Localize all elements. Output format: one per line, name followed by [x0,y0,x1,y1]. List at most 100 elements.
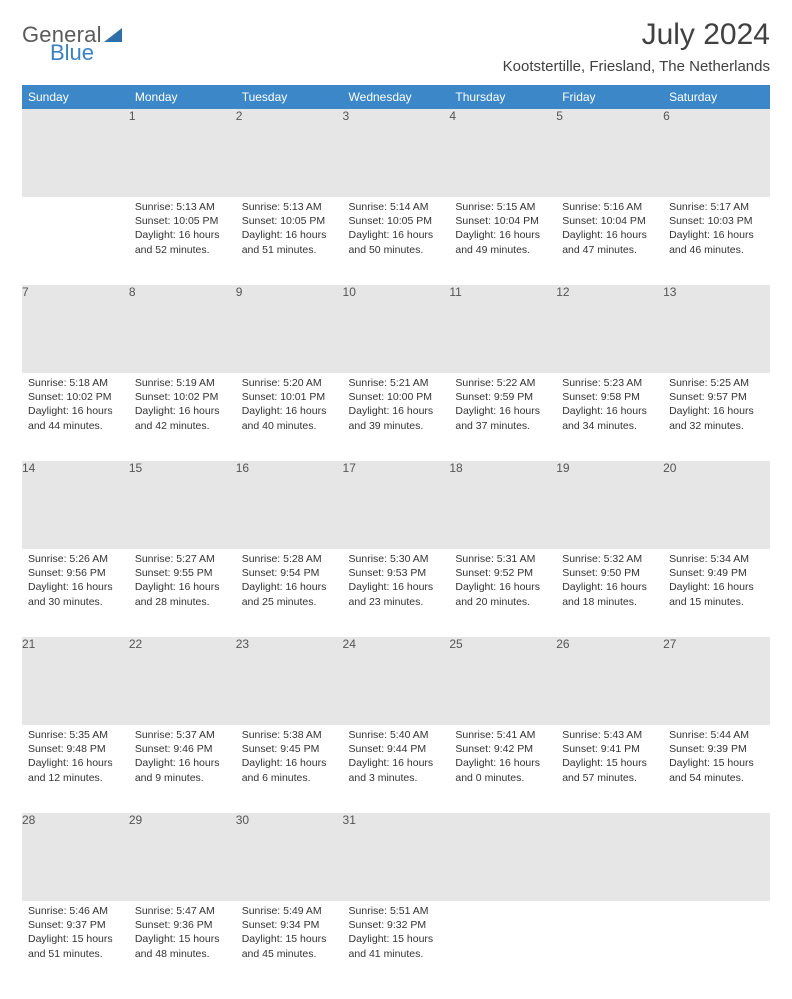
day-content-cell: Sunrise: 5:26 AMSunset: 9:56 PMDaylight:… [22,549,129,637]
sunrise-line: Sunrise: 5:15 AM [455,200,550,214]
daylight-line: Daylight: 16 hours and 44 minutes. [28,404,123,432]
daylight-line: Daylight: 16 hours and 12 minutes. [28,756,123,784]
sunset-line: Sunset: 9:37 PM [28,918,123,932]
day-content-cell: Sunrise: 5:22 AMSunset: 9:59 PMDaylight:… [449,373,556,461]
weekday-header: Tuesday [236,85,343,109]
sunrise-line: Sunrise: 5:22 AM [455,376,550,390]
day-content-cell: Sunrise: 5:16 AMSunset: 10:04 PMDaylight… [556,197,663,285]
day-details: Sunrise: 5:34 AMSunset: 9:49 PMDaylight:… [663,549,770,615]
day-details: Sunrise: 5:43 AMSunset: 9:41 PMDaylight:… [556,725,663,791]
day-details: Sunrise: 5:17 AMSunset: 10:03 PMDaylight… [663,197,770,263]
day-number-cell: 6 [663,109,770,197]
day-content-cell: Sunrise: 5:49 AMSunset: 9:34 PMDaylight:… [236,901,343,989]
sunrise-line: Sunrise: 5:17 AM [669,200,764,214]
day-number-cell: 3 [343,109,450,197]
daylight-line: Daylight: 15 hours and 41 minutes. [349,932,444,960]
day-number-cell: 11 [449,285,556,373]
daylight-line: Daylight: 16 hours and 28 minutes. [135,580,230,608]
day-number-cell: 1 [129,109,236,197]
day-details: Sunrise: 5:19 AMSunset: 10:02 PMDaylight… [129,373,236,439]
day-details: Sunrise: 5:25 AMSunset: 9:57 PMDaylight:… [663,373,770,439]
daylight-line: Daylight: 16 hours and 39 minutes. [349,404,444,432]
daylight-line: Daylight: 16 hours and 18 minutes. [562,580,657,608]
sunrise-line: Sunrise: 5:47 AM [135,904,230,918]
day-number-cell: 9 [236,285,343,373]
day-content-cell: Sunrise: 5:32 AMSunset: 9:50 PMDaylight:… [556,549,663,637]
day-content-cell [22,197,129,285]
sunset-line: Sunset: 10:03 PM [669,214,764,228]
day-details: Sunrise: 5:26 AMSunset: 9:56 PMDaylight:… [22,549,129,615]
day-number-cell [663,813,770,901]
weekday-header: Friday [556,85,663,109]
day-details: Sunrise: 5:13 AMSunset: 10:05 PMDaylight… [236,197,343,263]
day-number-row: 21222324252627 [22,637,770,725]
sunset-line: Sunset: 10:04 PM [562,214,657,228]
sunrise-line: Sunrise: 5:32 AM [562,552,657,566]
day-details: Sunrise: 5:13 AMSunset: 10:05 PMDaylight… [129,197,236,263]
logo-triangle-icon [104,28,122,42]
day-details: Sunrise: 5:23 AMSunset: 9:58 PMDaylight:… [556,373,663,439]
sunset-line: Sunset: 9:45 PM [242,742,337,756]
day-number-cell: 14 [22,461,129,549]
daylight-line: Daylight: 16 hours and 15 minutes. [669,580,764,608]
day-content-cell: Sunrise: 5:47 AMSunset: 9:36 PMDaylight:… [129,901,236,989]
logo-text-blue: Blue [50,42,122,64]
daylight-line: Daylight: 16 hours and 6 minutes. [242,756,337,784]
day-number-cell: 22 [129,637,236,725]
day-number-cell: 7 [22,285,129,373]
day-number-cell [22,109,129,197]
day-details: Sunrise: 5:15 AMSunset: 10:04 PMDaylight… [449,197,556,263]
sunrise-line: Sunrise: 5:31 AM [455,552,550,566]
sunrise-line: Sunrise: 5:37 AM [135,728,230,742]
daylight-line: Daylight: 16 hours and 46 minutes. [669,228,764,256]
day-details: Sunrise: 5:40 AMSunset: 9:44 PMDaylight:… [343,725,450,791]
day-number-cell: 12 [556,285,663,373]
day-number-cell: 13 [663,285,770,373]
location-subtitle: Kootstertille, Friesland, The Netherland… [503,58,770,75]
day-number-row: 28293031 [22,813,770,901]
sunset-line: Sunset: 10:05 PM [242,214,337,228]
day-number-cell: 8 [129,285,236,373]
day-details: Sunrise: 5:37 AMSunset: 9:46 PMDaylight:… [129,725,236,791]
sunset-line: Sunset: 9:52 PM [455,566,550,580]
sunrise-line: Sunrise: 5:46 AM [28,904,123,918]
daylight-line: Daylight: 16 hours and 34 minutes. [562,404,657,432]
sunset-line: Sunset: 10:05 PM [349,214,444,228]
day-details: Sunrise: 5:46 AMSunset: 9:37 PMDaylight:… [22,901,129,967]
daylight-line: Daylight: 15 hours and 45 minutes. [242,932,337,960]
sunset-line: Sunset: 10:01 PM [242,390,337,404]
sunrise-line: Sunrise: 5:13 AM [242,200,337,214]
day-number-row: 78910111213 [22,285,770,373]
daylight-line: Daylight: 16 hours and 0 minutes. [455,756,550,784]
sunrise-line: Sunrise: 5:43 AM [562,728,657,742]
day-content-cell: Sunrise: 5:19 AMSunset: 10:02 PMDaylight… [129,373,236,461]
day-content-cell: Sunrise: 5:17 AMSunset: 10:03 PMDaylight… [663,197,770,285]
day-content-cell: Sunrise: 5:13 AMSunset: 10:05 PMDaylight… [129,197,236,285]
day-details: Sunrise: 5:22 AMSunset: 9:59 PMDaylight:… [449,373,556,439]
day-number-cell: 25 [449,637,556,725]
day-number-cell: 5 [556,109,663,197]
day-content-cell: Sunrise: 5:51 AMSunset: 9:32 PMDaylight:… [343,901,450,989]
weekday-header: Saturday [663,85,770,109]
day-content-cell: Sunrise: 5:31 AMSunset: 9:52 PMDaylight:… [449,549,556,637]
day-content-cell: Sunrise: 5:28 AMSunset: 9:54 PMDaylight:… [236,549,343,637]
day-number-cell: 10 [343,285,450,373]
sunrise-line: Sunrise: 5:16 AM [562,200,657,214]
day-details: Sunrise: 5:16 AMSunset: 10:04 PMDaylight… [556,197,663,263]
daylight-line: Daylight: 16 hours and 40 minutes. [242,404,337,432]
day-content-cell: Sunrise: 5:35 AMSunset: 9:48 PMDaylight:… [22,725,129,813]
sunset-line: Sunset: 9:44 PM [349,742,444,756]
day-details: Sunrise: 5:41 AMSunset: 9:42 PMDaylight:… [449,725,556,791]
day-number-cell: 19 [556,461,663,549]
day-number-cell: 30 [236,813,343,901]
weekday-header: Monday [129,85,236,109]
sunset-line: Sunset: 9:55 PM [135,566,230,580]
day-number-cell: 23 [236,637,343,725]
sunset-line: Sunset: 10:02 PM [135,390,230,404]
daylight-line: Daylight: 16 hours and 30 minutes. [28,580,123,608]
daylight-line: Daylight: 15 hours and 54 minutes. [669,756,764,784]
sunset-line: Sunset: 9:58 PM [562,390,657,404]
day-details: Sunrise: 5:31 AMSunset: 9:52 PMDaylight:… [449,549,556,615]
sunrise-line: Sunrise: 5:27 AM [135,552,230,566]
sunset-line: Sunset: 10:05 PM [135,214,230,228]
